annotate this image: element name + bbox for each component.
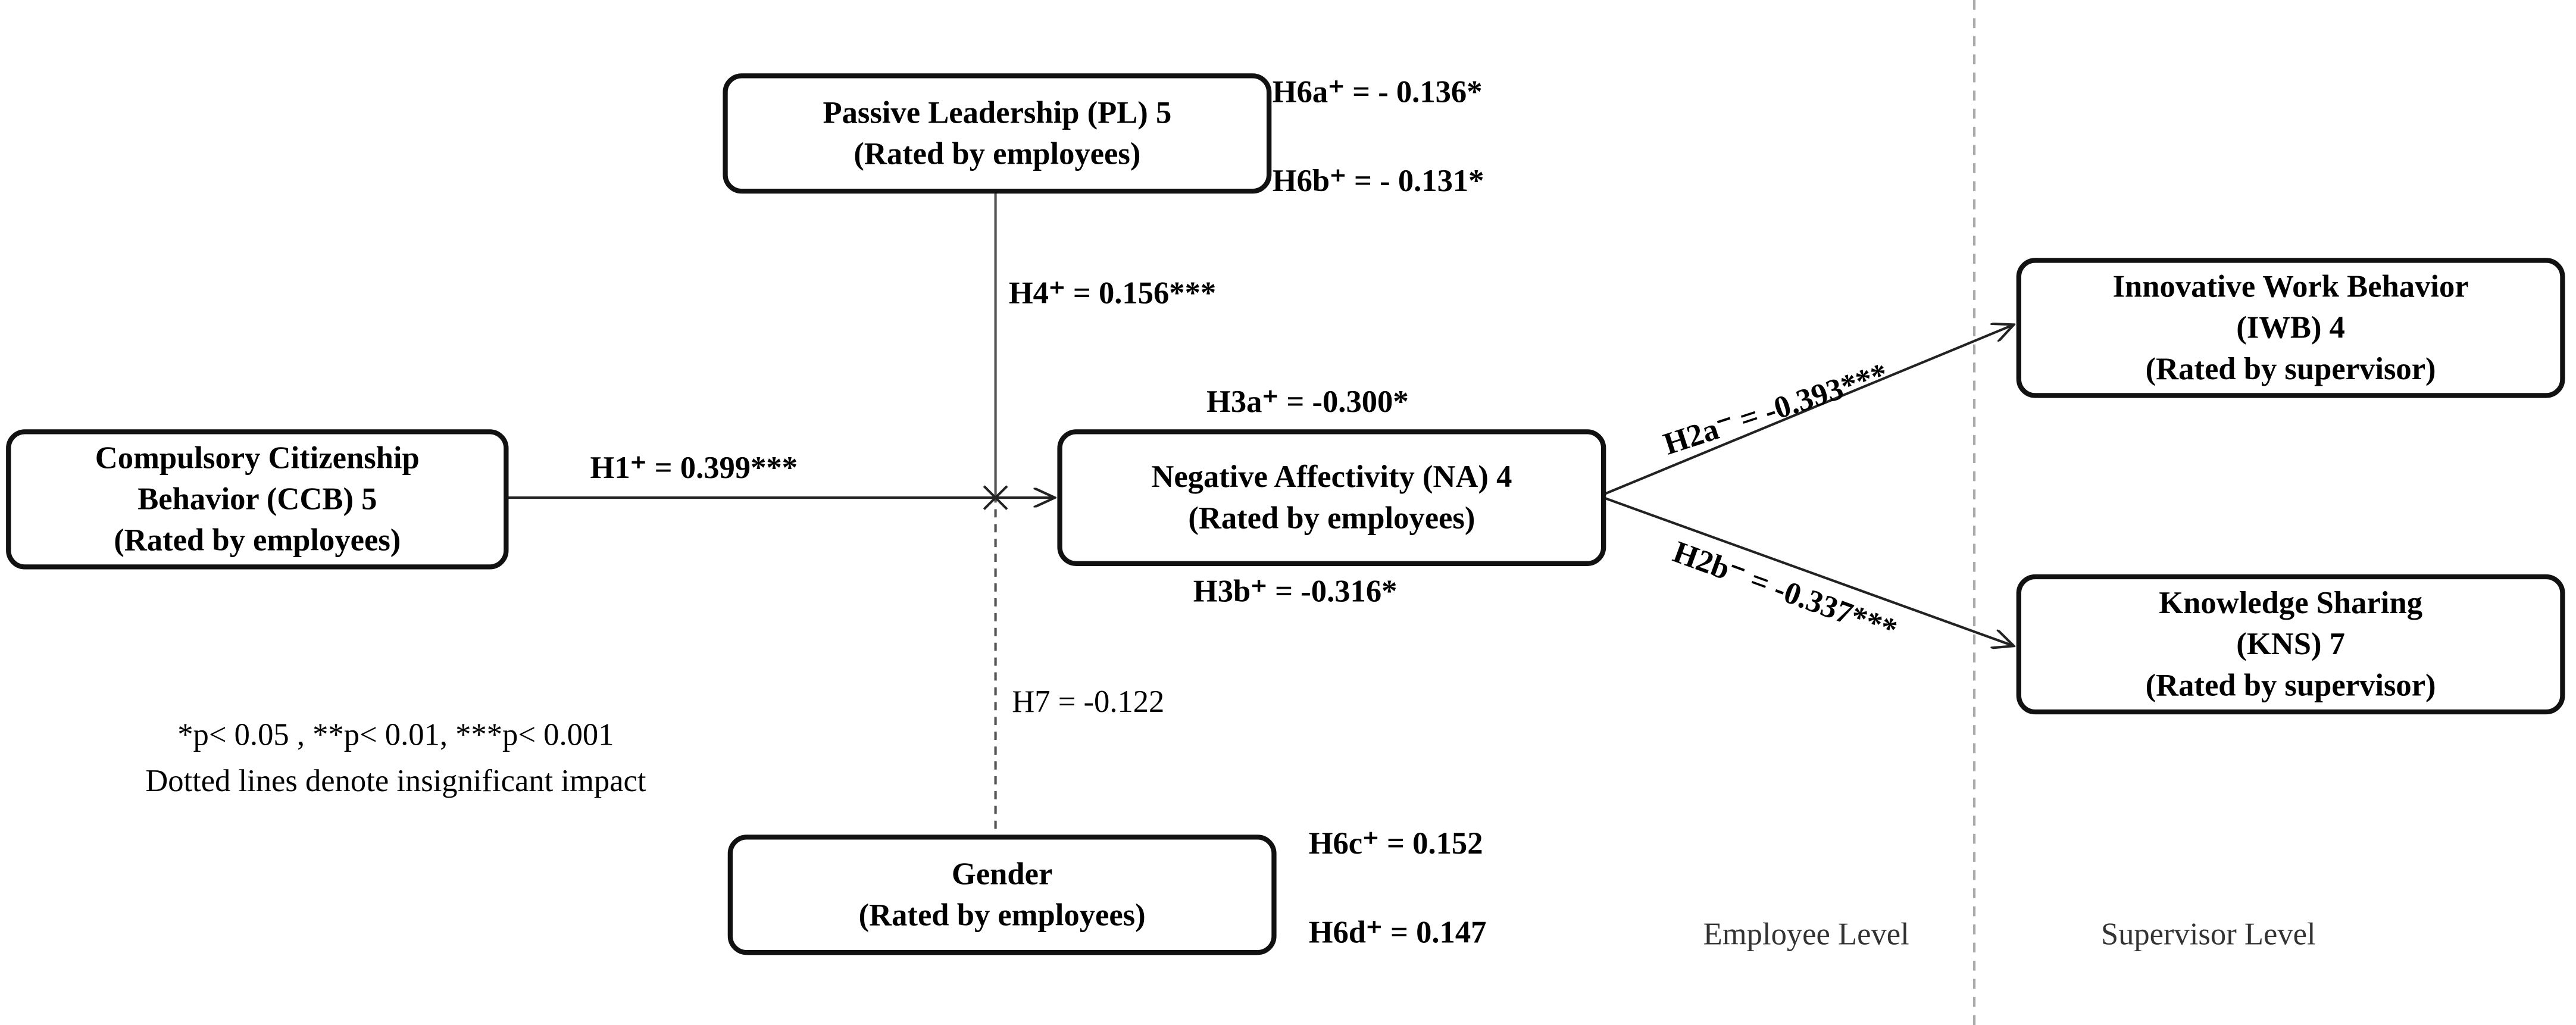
edge-label: H3b⁺ = -0.316* bbox=[1193, 574, 1398, 608]
node-text: (Rated by employees) bbox=[859, 898, 1146, 933]
node-box bbox=[2016, 258, 2565, 398]
edge-label: H7 = -0.122 bbox=[1012, 685, 1164, 719]
node-text: Knowledge Sharing bbox=[2159, 586, 2422, 620]
node-text: Gender bbox=[952, 857, 1052, 891]
node-box bbox=[723, 73, 1272, 194]
node-text: Compulsory Citizenship bbox=[95, 440, 420, 475]
node-text: (KNS) 7 bbox=[2236, 627, 2345, 661]
node-text: (Rated by employees) bbox=[854, 136, 1140, 171]
node-box bbox=[727, 835, 1277, 955]
node-text: (IWB) 4 bbox=[2236, 311, 2345, 345]
node-box bbox=[2016, 574, 2565, 715]
node: Innovative Work Behavior (IWB) 4 (Rated by… bbox=[2016, 258, 2565, 398]
edge-h2a bbox=[1603, 324, 2014, 496]
moderation-cross bbox=[983, 485, 1008, 510]
edge-label: H2a⁻ = -0.393*** bbox=[1659, 357, 1892, 461]
note: Dotted lines denote insignificant impact bbox=[145, 764, 646, 798]
node-text: Negative Affectivity (NA) 4 bbox=[1151, 460, 1512, 494]
node: Compulsory Citizenship Behavior (CCB) 5 (R… bbox=[6, 429, 509, 570]
node-text: (Rated by supervisor) bbox=[2146, 668, 2436, 702]
edge-label: H3a⁺ = -0.300* bbox=[1206, 385, 1409, 419]
level-label: Supervisor Level bbox=[2101, 917, 2316, 951]
node: Passive Leadership (PL) 5 (Rated by emplo… bbox=[723, 73, 1272, 194]
node-text: Innovative Work Behavior bbox=[2113, 269, 2469, 304]
edge-label: H6d⁺ = 0.147 bbox=[1309, 915, 1487, 950]
node: Gender (Rated by employees) bbox=[727, 835, 1277, 955]
node-box bbox=[1057, 429, 1606, 566]
level-label: Employee Level bbox=[1703, 917, 1909, 951]
edge-label: H4⁺ = 0.156*** bbox=[1009, 276, 1216, 310]
edge-label: H6c⁺ = 0.152 bbox=[1309, 826, 1483, 861]
node-text: (Rated by employees) bbox=[1188, 501, 1475, 535]
node-box bbox=[6, 429, 509, 570]
edge-label: H2b⁻ = -0.337*** bbox=[1669, 535, 1902, 648]
edge-label: H1⁺ = 0.399*** bbox=[590, 451, 798, 485]
edge-label: H6b⁺ = - 0.131* bbox=[1273, 164, 1484, 198]
node: Negative Affectivity (NA) 4 (Rated by emp… bbox=[1057, 429, 1606, 566]
node: Knowledge Sharing (KNS) 7 (Rated by superv… bbox=[2016, 574, 2565, 715]
edge-label: H6a⁺ = - 0.136* bbox=[1273, 75, 1483, 110]
note: *p< 0.05 , **p< 0.01, ***p< 0.001 bbox=[177, 717, 614, 752]
node-text: (Rated by supervisor) bbox=[2146, 352, 2436, 386]
edge-h2b bbox=[1603, 496, 2014, 646]
nodes: Passive Leadership (PL) 5 (Rated by emplo… bbox=[6, 73, 2565, 955]
node-text: Behavior (CCB) 5 bbox=[137, 482, 377, 516]
node-text: (Rated by employees) bbox=[114, 523, 401, 558]
node-text: Passive Leadership (PL) 5 bbox=[823, 95, 1171, 130]
